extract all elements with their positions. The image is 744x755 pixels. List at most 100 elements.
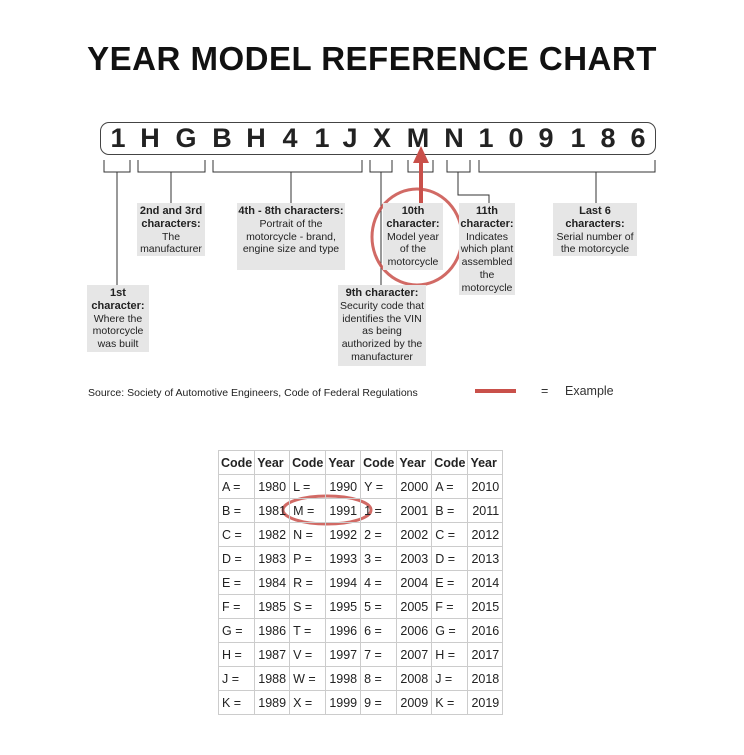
vin-char: 8: [600, 123, 616, 153]
year-cell: 1986: [254, 618, 291, 643]
year-cell: 2010: [467, 474, 504, 499]
year-cell: 1987: [254, 642, 291, 667]
table-row: K = 1989 X = 1999 9 = 2009 K = 2019: [217, 690, 504, 715]
code-cell: 8 =: [360, 666, 398, 691]
year-cell: 2003: [396, 546, 433, 571]
bracket-last6: [478, 160, 656, 173]
code-cell: W =: [289, 666, 327, 691]
year-cell: 2016: [467, 618, 504, 643]
code-cell: D =: [217, 546, 256, 571]
code-cell: A =: [431, 474, 469, 499]
code-cell: M =: [289, 498, 327, 523]
code-cell: H =: [431, 642, 469, 667]
code-cell: F =: [431, 594, 469, 619]
year-cell: 2000: [396, 474, 433, 499]
table-row: J = 1988 W = 1998 8 = 2008 J = 2018: [217, 666, 504, 691]
year-cell: 2018: [467, 666, 504, 691]
vin-char: 9: [538, 123, 554, 153]
label-1st: 1st character: Where the motorcycle was b…: [87, 285, 149, 352]
column-header: Code: [289, 450, 327, 475]
page-title: YEAR MODEL REFERENCE CHART: [87, 40, 657, 77]
table-row: C = 1982 N = 1992 2 = 2002 C = 2012: [217, 522, 504, 547]
code-cell: 1 =: [360, 498, 398, 523]
column-header: Year: [254, 450, 291, 475]
code-cell: L =: [289, 474, 327, 499]
table-row: A = 1980 L = 1990 Y = 2000 A = 2010: [217, 474, 504, 499]
table-row: D = 1983 P = 1993 3 = 2003 D = 2013: [217, 546, 504, 571]
year-cell: 2001: [396, 498, 433, 523]
code-cell: T =: [289, 618, 327, 643]
code-cell: 4 =: [360, 570, 398, 595]
label-2nd-3rd: 2nd and 3rd characters: The manufacturer: [137, 203, 205, 256]
code-cell: N =: [289, 522, 327, 547]
code-cell: D =: [431, 546, 469, 571]
code-cell: 3 =: [360, 546, 398, 571]
table-row: B = 1981 M = 1991 1 = 2001 B = 2011: [217, 498, 504, 523]
vin-char: X: [372, 123, 392, 153]
year-cell: 2008: [396, 666, 433, 691]
code-cell: C =: [217, 522, 256, 547]
year-cell: 2014: [467, 570, 504, 595]
year-cell: 1994: [325, 570, 362, 595]
label-last6: Last 6 characters: Serial number of the m…: [553, 203, 637, 256]
year-cell: 1999: [325, 690, 362, 715]
legend-label: Example: [565, 384, 614, 398]
code-cell: G =: [217, 618, 256, 643]
column-header: Year: [467, 450, 504, 475]
year-cell: 2011: [467, 498, 504, 523]
code-cell: 9 =: [360, 690, 398, 715]
vin-char: 6: [630, 123, 646, 153]
code-cell: S =: [289, 594, 327, 619]
year-cell: 1984: [254, 570, 291, 595]
table-row: G = 1986 T = 1996 6 = 2006 G = 2016: [217, 618, 504, 643]
code-cell: J =: [217, 666, 256, 691]
vin-char: M: [406, 123, 430, 153]
code-cell: A =: [217, 474, 256, 499]
vin-box: [100, 122, 656, 155]
year-cell: 1985: [254, 594, 291, 619]
year-cell: 2019: [467, 690, 504, 715]
code-cell: C =: [431, 522, 469, 547]
code-cell: H =: [217, 642, 256, 667]
bracket-4-8: [212, 160, 363, 173]
bracket-9: [369, 160, 393, 173]
year-cell: 2013: [467, 546, 504, 571]
table-row: F = 1985 S = 1995 5 = 2005 F = 2015: [217, 594, 504, 619]
vin-char: 1: [478, 123, 494, 153]
code-cell: P =: [289, 546, 327, 571]
code-cell: Y =: [360, 474, 398, 499]
table-row: E = 1984 R = 1994 4 = 2004 E = 2014: [217, 570, 504, 595]
code-cell: F =: [217, 594, 256, 619]
year-cell: 1997: [325, 642, 362, 667]
vin-char: J: [342, 123, 358, 153]
code-cell: G =: [431, 618, 469, 643]
vin-char: 4: [282, 123, 298, 153]
vin-char: N: [444, 123, 464, 153]
code-cell: 6 =: [360, 618, 398, 643]
year-cell: 2002: [396, 522, 433, 547]
bracket-11: [446, 160, 471, 173]
vin-char: H: [246, 123, 266, 153]
year-cell: 1993: [325, 546, 362, 571]
year-cell: 2015: [467, 594, 504, 619]
vin-char: 1: [314, 123, 330, 153]
year-cell: 2006: [396, 618, 433, 643]
label-10th: 10th character: Model year of the motorcy…: [383, 203, 443, 270]
bracket-2-3: [137, 160, 206, 173]
year-cell: 1991: [325, 498, 362, 523]
code-cell: 7 =: [360, 642, 398, 667]
year-cell: 1989: [254, 690, 291, 715]
label-4th-8th: 4th - 8th characters: Portrait of the mot…: [237, 203, 345, 270]
arrow-head: [413, 146, 429, 163]
legend-equals: =: [541, 384, 549, 398]
year-cell: 1980: [254, 474, 291, 499]
vin-char: H: [140, 123, 160, 153]
code-cell: B =: [217, 498, 256, 523]
table-row: H = 1987 V = 1997 7 = 2007 H = 2017: [217, 642, 504, 667]
year-cell: 1990: [325, 474, 362, 499]
year-cell: 1992: [325, 522, 362, 547]
source-note: Source: Society of Automotive Engineers,…: [88, 387, 418, 399]
column-header: Code: [217, 450, 256, 475]
vin-char: B: [212, 123, 232, 153]
